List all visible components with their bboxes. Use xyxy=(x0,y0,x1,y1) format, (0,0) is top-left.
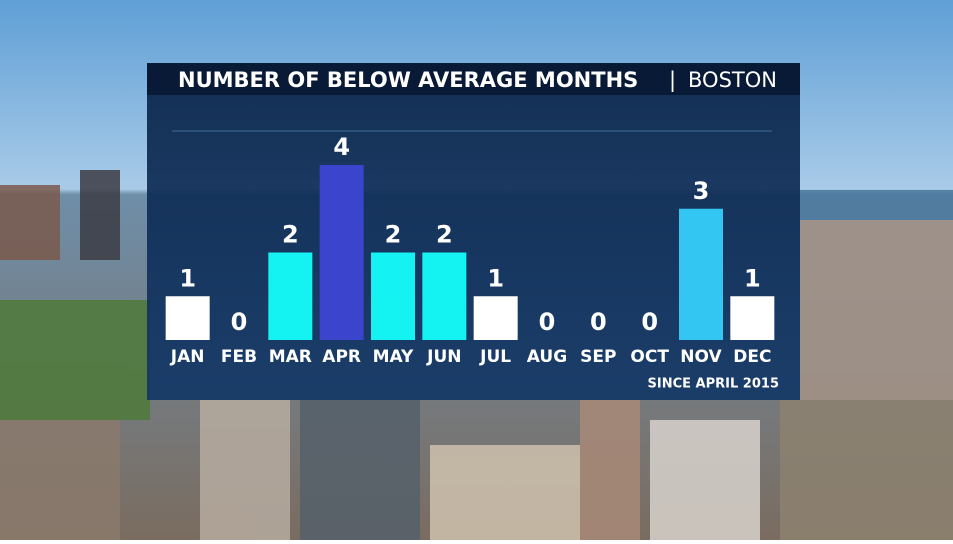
bar xyxy=(371,252,415,340)
chart-subtitle: BOSTON xyxy=(688,68,777,92)
value-label: 4 xyxy=(333,133,350,161)
value-label: 2 xyxy=(282,221,299,249)
value-label: 0 xyxy=(590,308,607,336)
value-label: 1 xyxy=(744,264,761,292)
value-label: 2 xyxy=(385,221,402,249)
separator: | xyxy=(669,68,676,93)
x-tick-label: DEC xyxy=(733,347,771,367)
x-tick-label: AUG xyxy=(527,347,567,367)
value-label: 0 xyxy=(539,308,556,336)
title-bar xyxy=(147,63,800,95)
x-tick-label: JAN xyxy=(170,347,205,367)
bar xyxy=(730,296,775,340)
bar xyxy=(319,165,364,340)
x-tick-label: FEB xyxy=(221,347,257,367)
footnote: SINCE APRIL 2015 xyxy=(648,377,779,392)
x-tick-label: JUL xyxy=(479,347,511,367)
x-tick-label: NOV xyxy=(680,347,722,367)
city-blur xyxy=(0,170,953,540)
value-label: 0 xyxy=(231,308,248,336)
value-label: 2 xyxy=(436,221,453,249)
x-tick-label: APR xyxy=(322,347,361,367)
x-tick-label: JUN xyxy=(426,347,461,367)
value-label: 1 xyxy=(179,264,196,292)
value-label: 3 xyxy=(693,177,710,205)
bar xyxy=(679,208,723,340)
value-label: 1 xyxy=(487,264,504,292)
bar xyxy=(422,252,467,340)
x-tick-label: MAY xyxy=(373,347,414,367)
value-label: 0 xyxy=(641,308,658,336)
x-tick-label: SEP xyxy=(580,347,616,367)
bar xyxy=(268,252,313,340)
x-tick-label: MAR xyxy=(269,347,312,367)
chart-title: NUMBER OF BELOW AVERAGE MONTHS xyxy=(178,68,638,92)
bar xyxy=(473,296,518,340)
bar xyxy=(165,296,210,340)
x-tick-label: OCT xyxy=(630,347,669,367)
